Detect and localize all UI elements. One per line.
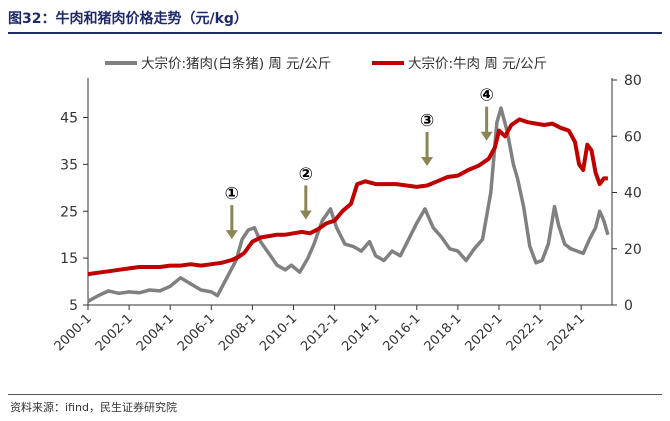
source-note: 资料来源：ifind，民生证券研究院 — [10, 401, 177, 414]
left-tick-label: 45 — [60, 111, 78, 127]
pork-price-line — [87, 106, 610, 303]
annotations: ① ② ③ ④ — [225, 86, 494, 240]
x-tick-label: 2022-1 — [504, 311, 547, 354]
annotation-label: ① — [225, 184, 239, 204]
beef-price-line — [87, 117, 608, 277]
x-tick-label: 2016-1 — [380, 311, 423, 354]
right-tick-label: 80 — [624, 73, 642, 89]
annotation-label: ② — [299, 164, 313, 184]
series-lines — [87, 106, 610, 303]
legend-item-beef-label: 大宗价:牛肉 周 元/公斤 — [408, 56, 547, 72]
right-tick-label: 40 — [624, 186, 642, 202]
chart-title: 图32：牛肉和猪肉价格走势（元/kg） — [8, 11, 248, 27]
source-rule — [8, 394, 662, 395]
right-tick-label: 60 — [624, 129, 642, 145]
left-tick-label: 35 — [60, 157, 78, 173]
annotation-arrow-head — [225, 230, 238, 240]
x-tick-label: 2006-1 — [175, 311, 218, 354]
legend: 大宗价:猪肉(白条猪) 周 元/公斤 大宗价:牛肉 周 元/公斤 — [105, 55, 547, 72]
chart: 5 15 25 35 45 0 20 40 60 80 2000-12002-12004-12006… — [52, 55, 642, 354]
title-rule — [8, 32, 662, 34]
left-tick-label: 5 — [69, 298, 78, 314]
x-tick-label: 2012-1 — [298, 311, 341, 354]
x-tick-label: 2024-1 — [545, 311, 588, 354]
x-tick-label: 2002-1 — [93, 311, 136, 354]
annotation-arrow-head — [299, 210, 312, 220]
annotation-arrow-head — [480, 131, 493, 141]
x-tick-label: 2020-1 — [463, 311, 506, 354]
x-tick-label: 2004-1 — [134, 311, 177, 354]
left-tick-label: 15 — [60, 251, 78, 267]
legend-item-pork-label: 大宗价:猪肉(白条猪) 周 元/公斤 — [141, 55, 331, 72]
x-tick-label: 2010-1 — [257, 311, 300, 354]
annotation-label: ④ — [479, 86, 493, 106]
x-tick-label: 2018-1 — [422, 311, 465, 354]
annotation-label: ③ — [420, 111, 434, 131]
right-tick-label: 20 — [624, 242, 642, 258]
left-tick-label: 25 — [60, 204, 78, 220]
x-tick-label: 2000-1 — [52, 311, 95, 354]
annotation-arrow-head — [421, 157, 434, 166]
x-tick-label: 2008-1 — [216, 311, 259, 354]
right-tick-label: 0 — [624, 298, 633, 314]
x-tick-label: 2014-1 — [339, 311, 382, 354]
